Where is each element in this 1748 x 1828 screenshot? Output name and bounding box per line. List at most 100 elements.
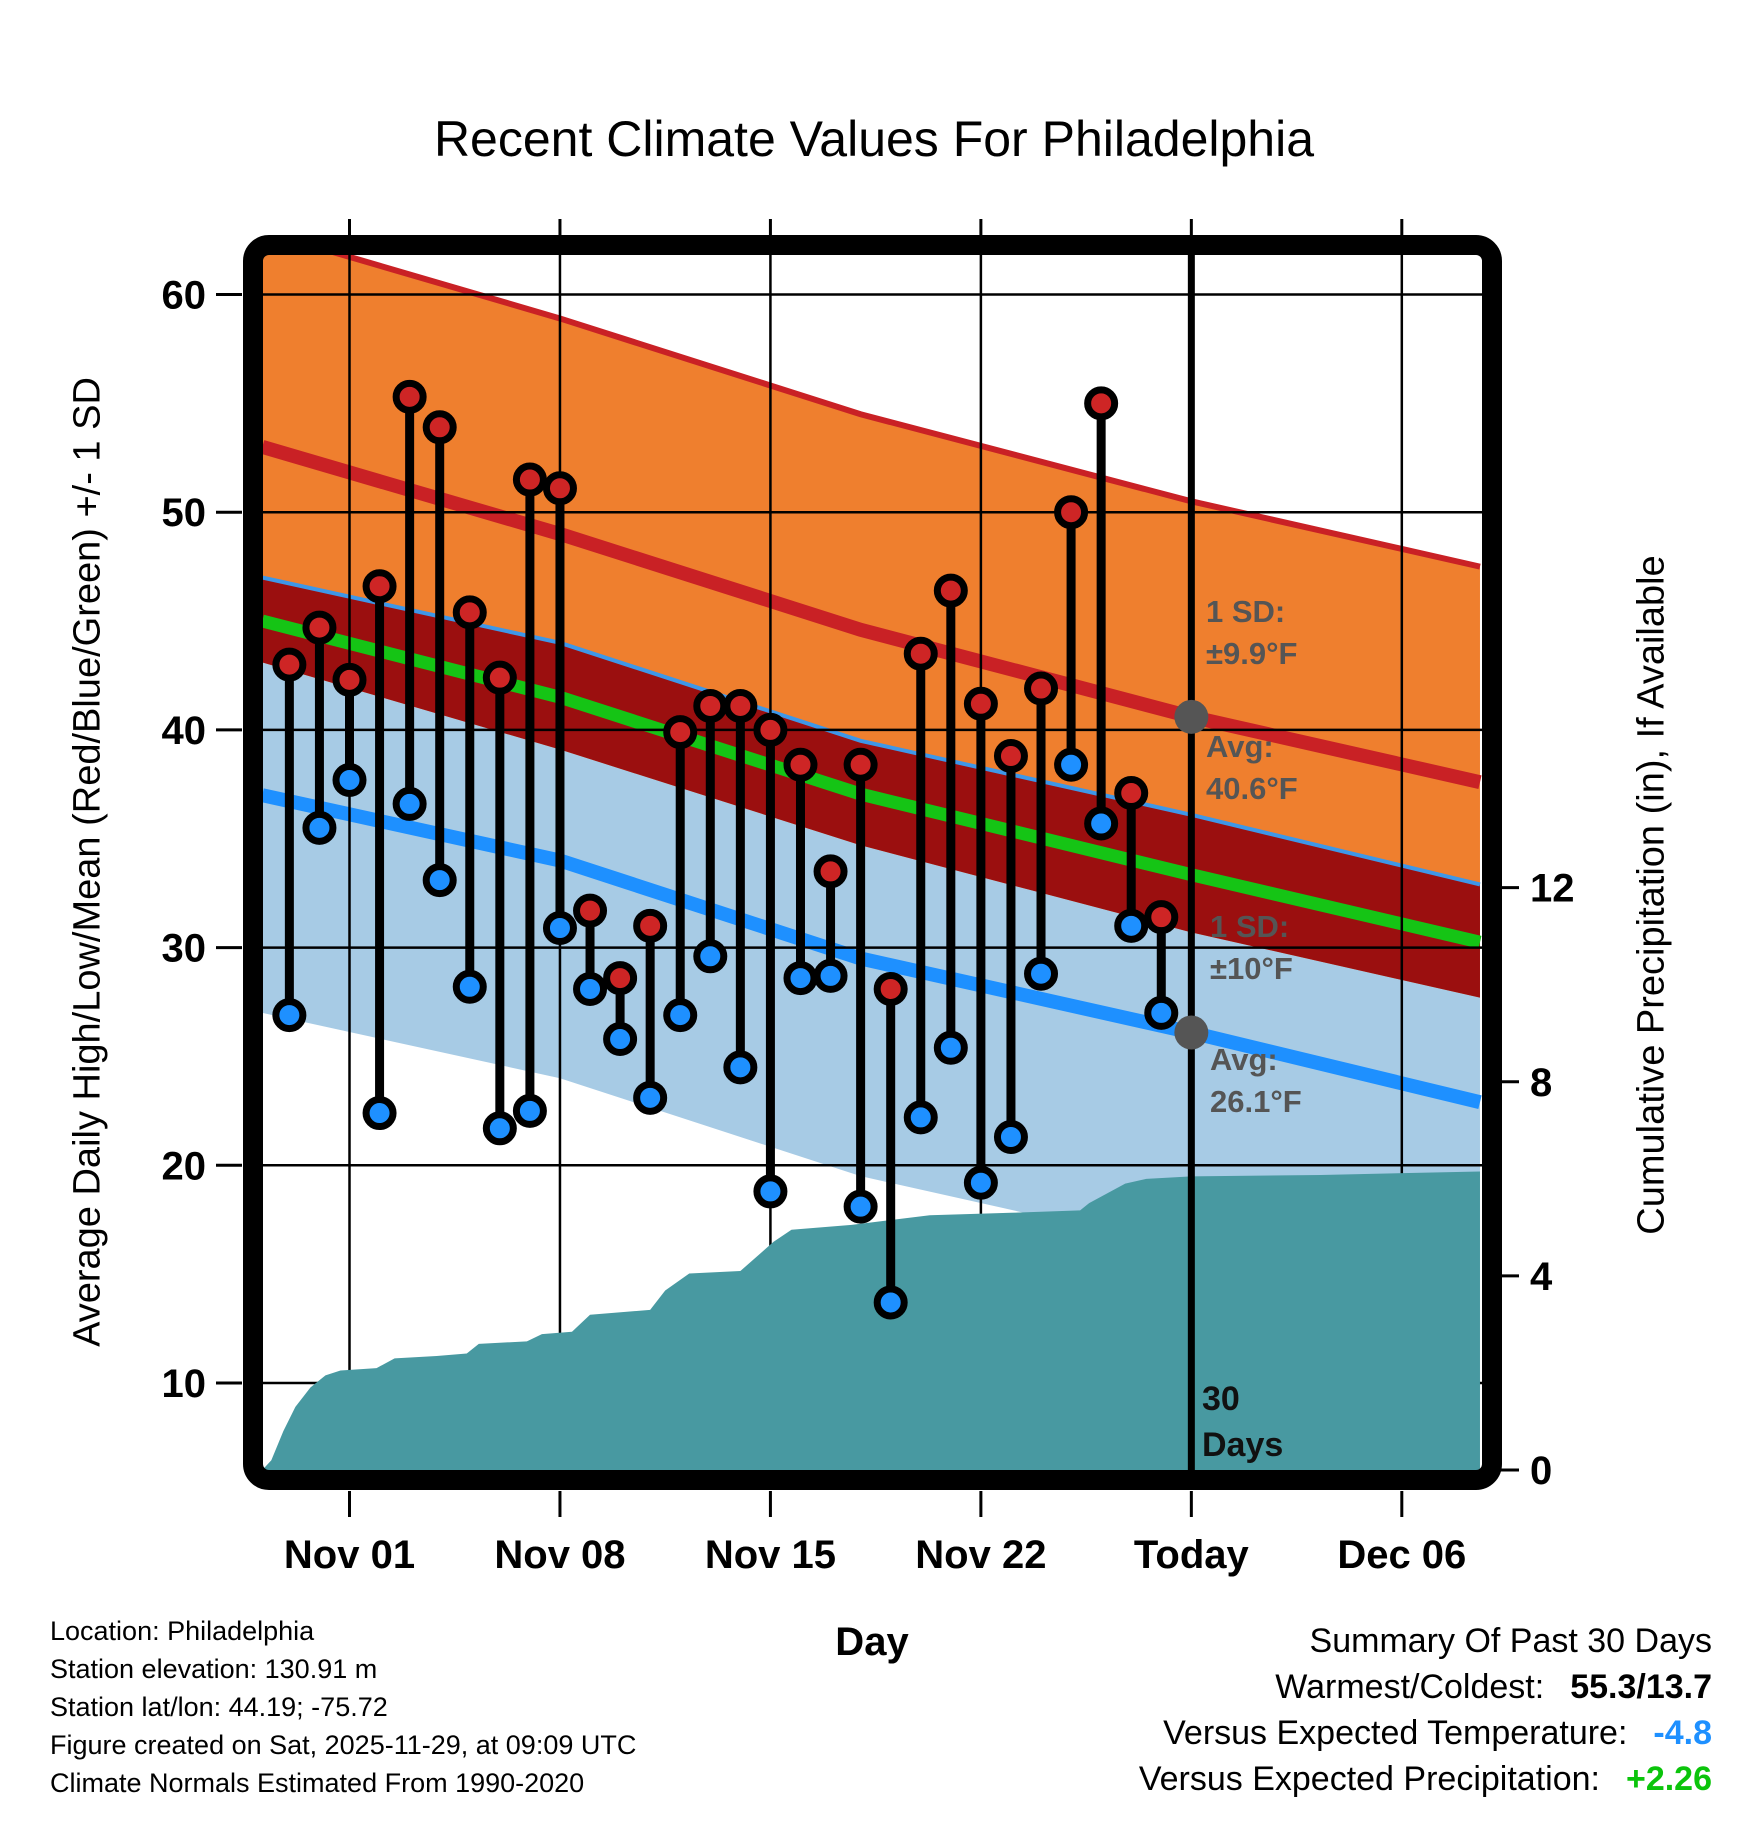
high-dot bbox=[963, 686, 998, 721]
low-dot bbox=[933, 1030, 968, 1065]
low-dot bbox=[963, 1165, 998, 1200]
low-dot bbox=[302, 810, 337, 845]
low-dot bbox=[512, 1093, 547, 1128]
y-left-tick-label: 50 bbox=[162, 491, 207, 535]
annotation-sd-high: 1 SD: bbox=[1206, 594, 1285, 629]
high-dot bbox=[753, 712, 788, 747]
low-dot bbox=[873, 1285, 908, 1320]
x-tick-label: Nov 15 bbox=[705, 1533, 836, 1577]
summary-row: Versus Expected Temperature: -4.8 bbox=[1139, 1710, 1712, 1756]
low-dot bbox=[1084, 806, 1119, 841]
annotation-period: 30 bbox=[1202, 1380, 1240, 1418]
high-dot bbox=[873, 971, 908, 1006]
high-dot bbox=[332, 662, 367, 697]
high-dot bbox=[663, 715, 698, 750]
high-dot bbox=[933, 573, 968, 608]
summary-row-label: Versus Expected Precipitation: bbox=[1138, 1760, 1600, 1798]
y-axis-label-left: Average Daily High/Low/Mean (Red/Blue/Gr… bbox=[66, 377, 109, 1347]
high-dot bbox=[482, 660, 517, 695]
low-dot bbox=[783, 961, 818, 996]
summary-row: Versus Expected Precipitation: +2.26 bbox=[1139, 1756, 1712, 1802]
annotation-avg-high: Avg: bbox=[1206, 729, 1274, 764]
low-dot bbox=[1054, 747, 1089, 782]
summary-row: Warmest/Coldest: 55.3/13.7 bbox=[1139, 1664, 1712, 1710]
low-dot bbox=[332, 762, 367, 797]
low-dot bbox=[753, 1174, 788, 1209]
info-normals: Climate Normals Estimated From 1990-2020 bbox=[50, 1768, 585, 1798]
overlap-band bbox=[263, 577, 1480, 998]
high-dot bbox=[1024, 671, 1059, 706]
y-left-tick-label: 20 bbox=[162, 1144, 207, 1188]
low-dot bbox=[482, 1111, 517, 1146]
annotation-sd-low: ±10°F bbox=[1210, 951, 1293, 986]
high-dot bbox=[723, 688, 758, 723]
summary-row-label: Versus Expected Temperature: bbox=[1163, 1714, 1628, 1752]
low-dot bbox=[603, 1022, 638, 1057]
info-location: Location: Philadelphia bbox=[50, 1616, 315, 1646]
low-dot bbox=[723, 1050, 758, 1085]
y-left-tick-label: 40 bbox=[162, 709, 207, 753]
low-dot bbox=[272, 998, 307, 1033]
high-dot bbox=[693, 688, 728, 723]
high-dot bbox=[1114, 776, 1149, 811]
avg-low-marker bbox=[1174, 1015, 1209, 1050]
x-tick-label: Nov 08 bbox=[494, 1533, 625, 1577]
high-dot bbox=[1144, 900, 1179, 935]
low-dot bbox=[452, 969, 487, 1004]
y-left-tick-label: 30 bbox=[162, 927, 207, 971]
low-dot bbox=[1114, 908, 1149, 943]
high-dot bbox=[633, 908, 668, 943]
annotation-period: Days bbox=[1202, 1426, 1283, 1464]
summary-row-value: 55.3/13.7 bbox=[1570, 1668, 1712, 1706]
low-dot bbox=[1144, 995, 1179, 1030]
high-dot bbox=[362, 569, 397, 604]
info-latlon: Station lat/lon: 44.19; -75.72 bbox=[50, 1692, 388, 1722]
high-dot bbox=[452, 595, 487, 630]
low-dot bbox=[813, 958, 848, 993]
annotation-avg-low: Avg: bbox=[1210, 1042, 1278, 1077]
high-dot bbox=[512, 462, 547, 497]
x-axis-label: Day bbox=[835, 1620, 909, 1664]
annotation-sd-high: ±9.9°F bbox=[1206, 636, 1297, 671]
low-dot bbox=[542, 911, 577, 946]
plot-frame bbox=[243, 235, 1502, 1490]
summary-title: Summary Of Past 30 Days bbox=[1309, 1622, 1712, 1660]
low-dot bbox=[392, 786, 427, 821]
high-dot bbox=[422, 410, 457, 445]
high-dot bbox=[843, 747, 878, 782]
cumulative-precip-area bbox=[263, 1171, 1480, 1470]
avg-high-marker bbox=[1174, 699, 1209, 734]
annotation-avg-low: 26.1°F bbox=[1210, 1084, 1302, 1119]
summary-row-value: -4.8 bbox=[1653, 1714, 1712, 1752]
low-dot bbox=[573, 971, 608, 1006]
summary-panel: Summary Of Past 30 Days Warmest/Coldest:… bbox=[1139, 1618, 1712, 1802]
high-plus-sd-line bbox=[332, 255, 1481, 570]
x-tick-label: Today bbox=[1134, 1533, 1250, 1577]
low-dot bbox=[1024, 956, 1059, 991]
x-tick-label: Nov 22 bbox=[915, 1533, 1046, 1577]
y-right-tick-label: 12 bbox=[1530, 867, 1575, 911]
high-dot bbox=[993, 739, 1028, 774]
low-dot bbox=[993, 1119, 1028, 1154]
info-created: Figure created on Sat, 2025-11-29, at 09… bbox=[50, 1730, 637, 1760]
high-dot bbox=[603, 961, 638, 996]
low-dot bbox=[903, 1100, 938, 1135]
high-dot bbox=[392, 379, 427, 414]
high-dot bbox=[302, 610, 337, 645]
info-elevation: Station elevation: 130.91 m bbox=[50, 1654, 378, 1684]
y-left-tick-label: 10 bbox=[162, 1362, 207, 1406]
annotation-sd-low: 1 SD: bbox=[1210, 909, 1289, 944]
low-dot bbox=[693, 939, 728, 974]
chart-title: Recent Climate Values For Philadelphia bbox=[433, 111, 1315, 167]
high-dot bbox=[813, 854, 848, 889]
high-dot bbox=[272, 647, 307, 682]
high-dot bbox=[542, 471, 577, 506]
high-dot bbox=[1054, 495, 1089, 530]
high-dot bbox=[573, 893, 608, 928]
y-left-tick-label: 60 bbox=[162, 274, 207, 318]
summary-row-label: Warmest/Coldest: bbox=[1275, 1668, 1545, 1706]
low-dot bbox=[663, 998, 698, 1033]
avg-high-line bbox=[263, 440, 1482, 789]
